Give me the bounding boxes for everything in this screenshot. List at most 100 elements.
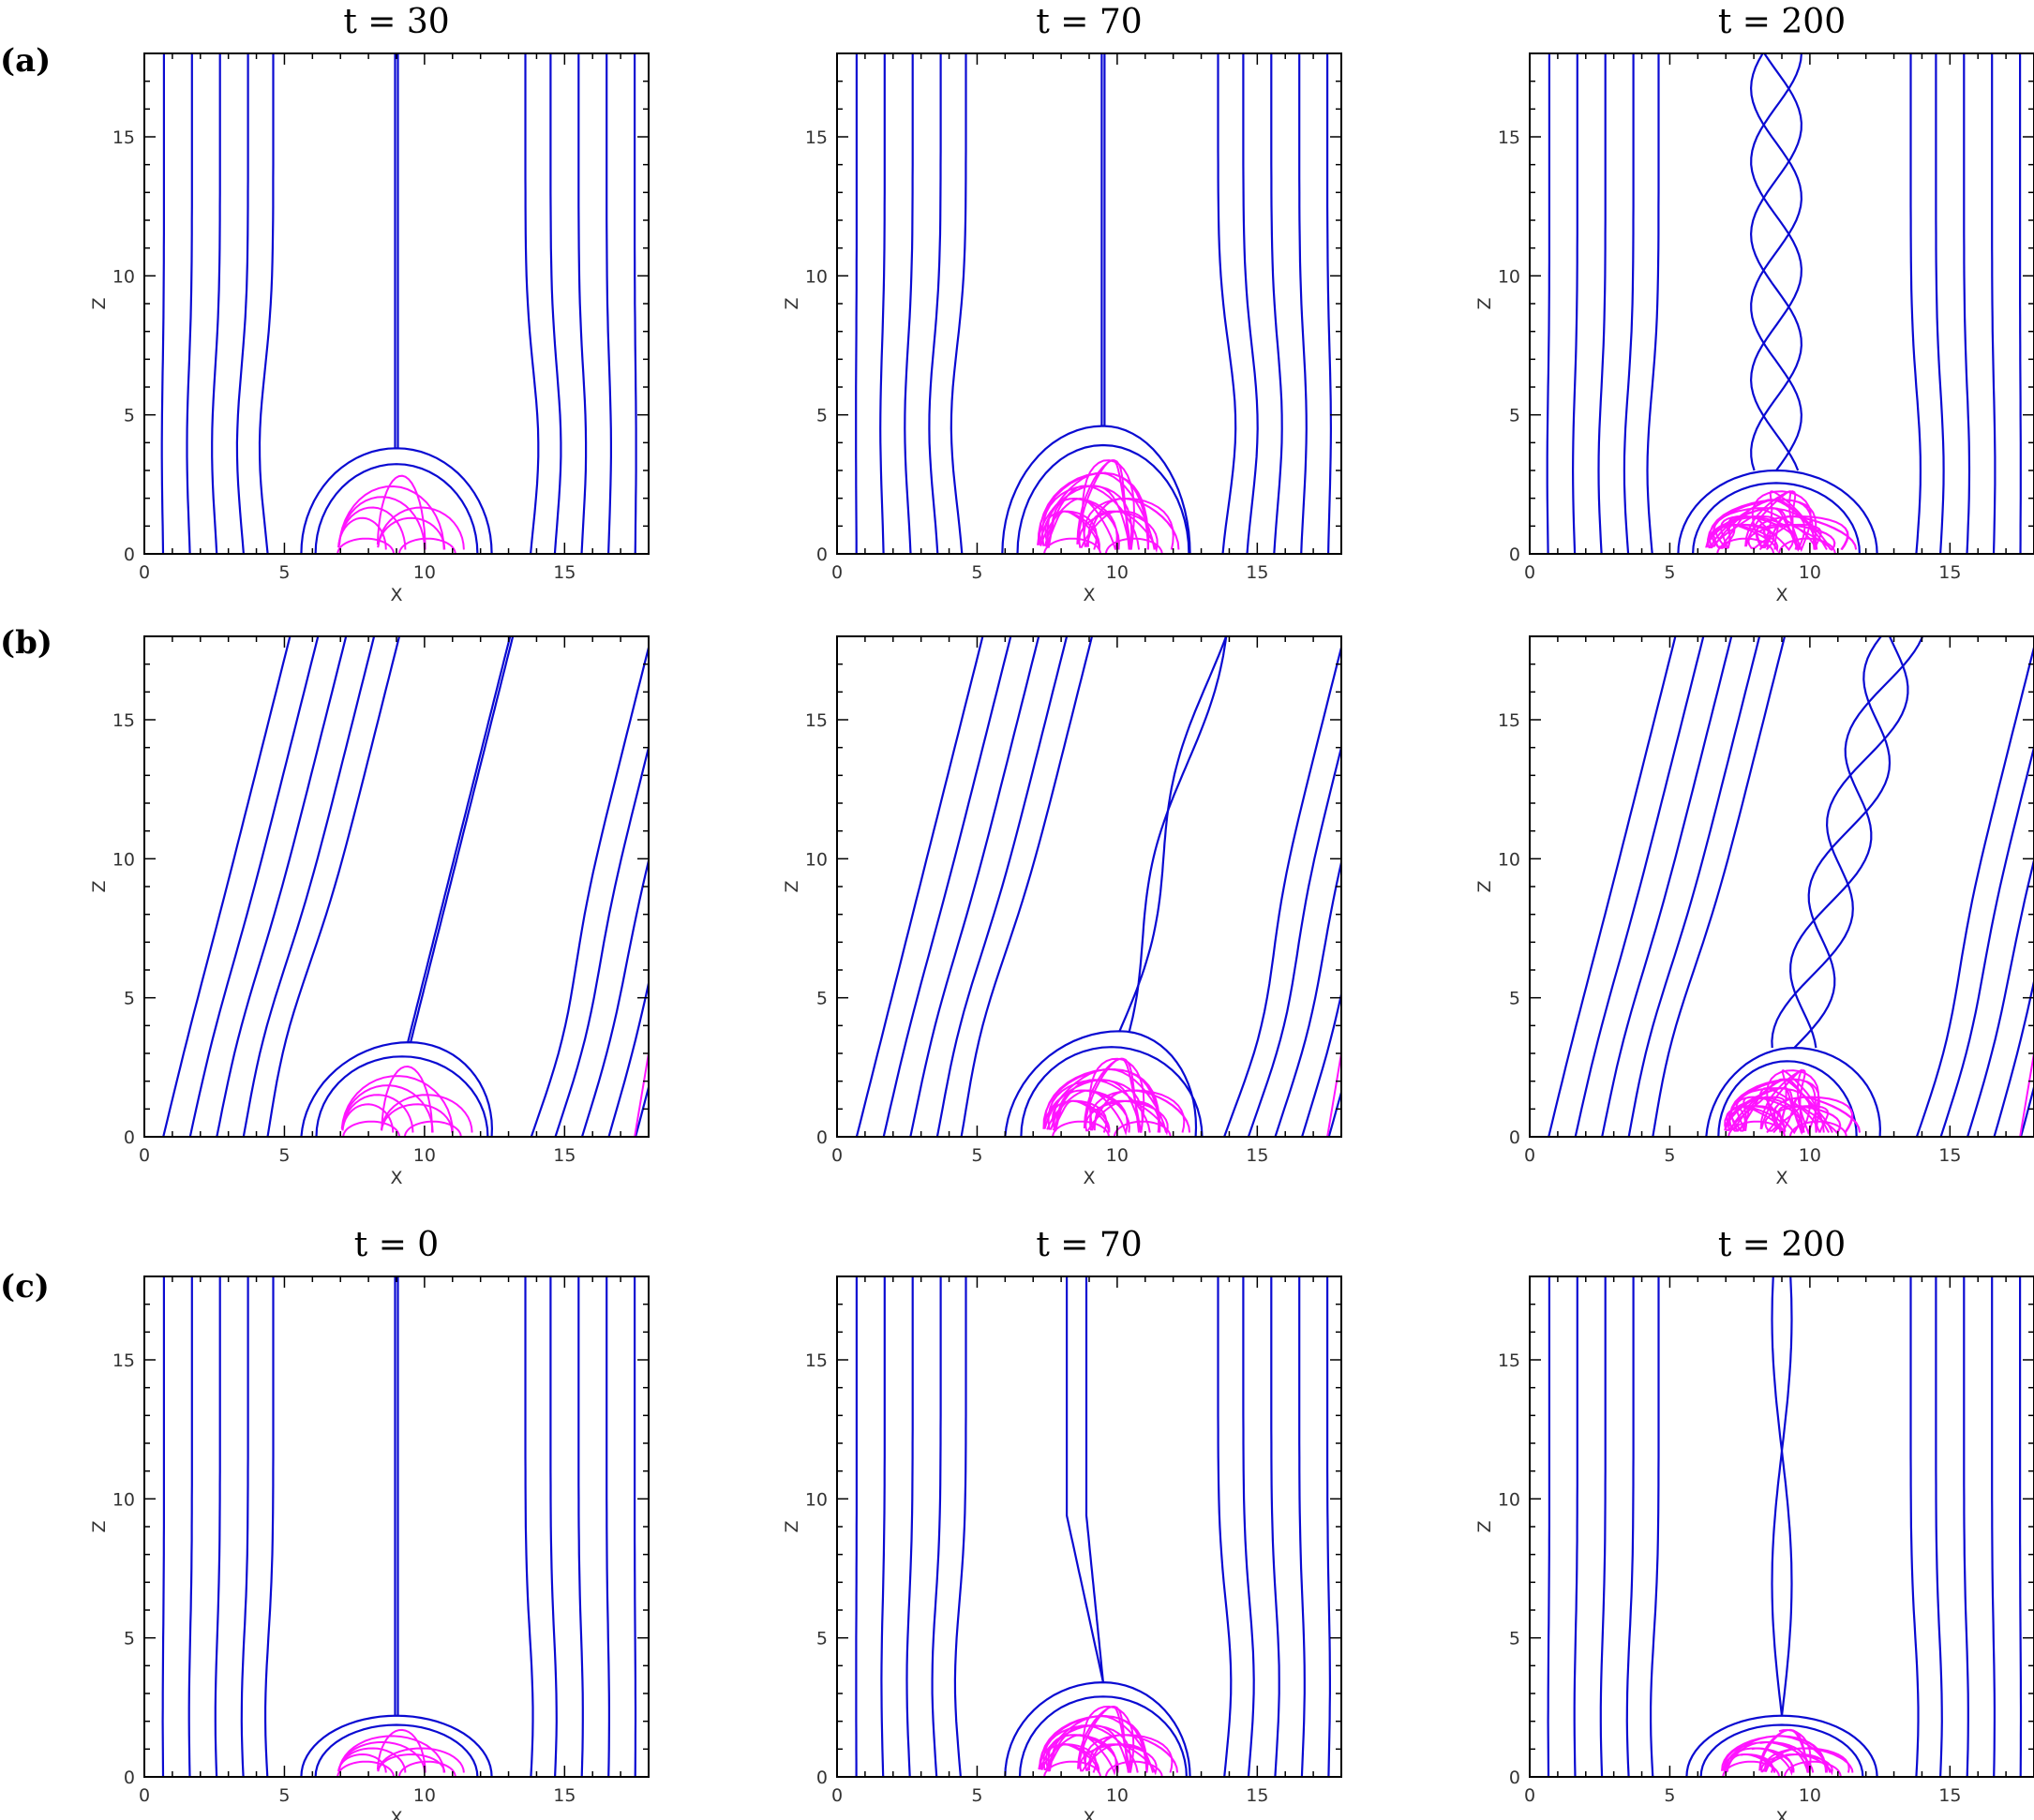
open-field-line: [1217, 53, 1237, 554]
x-axis-label: X: [1775, 1168, 1787, 1188]
field-lines: [855, 53, 1333, 554]
y-tick-label: 10: [1498, 849, 1520, 870]
open-field-line: [1601, 636, 1733, 1137]
x-axis-label: X: [1775, 1808, 1787, 1820]
open-field-line: [549, 53, 562, 554]
closed-field-line: [1723, 1740, 1815, 1773]
open-field-line: [1935, 53, 1945, 554]
closed-field-line: [1077, 1705, 1135, 1773]
y-tick-label: 10: [112, 266, 135, 287]
closed-field-line: [337, 537, 395, 554]
panel-title: t = 70: [1036, 3, 1142, 41]
x-tick-label: 5: [971, 562, 982, 583]
x-tick-label: 15: [1938, 562, 1961, 583]
panel-2: t = 70 0 5 10 15 0 5 10 15 X Z: [782, 3, 1342, 605]
field-lines: [160, 53, 637, 554]
closed-field-line: [1084, 1734, 1179, 1773]
y-tick-label: 5: [1509, 406, 1520, 426]
open-field-line: [162, 636, 292, 1137]
open-field-line: [1298, 1276, 1306, 1777]
x-tick-label: 10: [1106, 1785, 1129, 1806]
open-field-line: [1270, 1276, 1280, 1777]
y-tick-label: 5: [1509, 1629, 1520, 1649]
plot-frame: [143, 635, 650, 1138]
open-field-line: [855, 1276, 858, 1777]
spine-field-line: [1771, 1276, 1793, 1716]
closed-field-line: [338, 485, 445, 550]
open-field-line: [1327, 1088, 1341, 1137]
x-tick-label: 15: [553, 1145, 576, 1166]
closed-field-line: [1042, 1067, 1167, 1133]
open-field-line: [1298, 53, 1308, 554]
y-tick-label: 5: [1509, 989, 1520, 1009]
y-tick-label: 10: [805, 266, 828, 287]
open-field-line: [960, 636, 1094, 1137]
closed-field-line: [1772, 1096, 1862, 1134]
x-tick-label: 15: [1938, 1145, 1961, 1166]
open-field-line: [1652, 636, 1787, 1137]
closed-field-line: [377, 1747, 465, 1773]
closed-field-line: [1052, 1120, 1110, 1137]
x-tick-label: 5: [971, 1145, 982, 1166]
panel-7: t = 0 0 5 10 15 0 5 10 15 X Z: [89, 1226, 650, 1820]
open-field-line: [882, 636, 1012, 1137]
spine-field-line: [410, 636, 515, 1043]
open-field-line: [1646, 53, 1660, 554]
x-axis-label: X: [1083, 1808, 1095, 1820]
y-tick-label: 15: [1498, 127, 1520, 148]
y-tick-label: 5: [816, 406, 828, 426]
open-field-line: [235, 53, 249, 554]
x-tick-label: 10: [1106, 1145, 1129, 1166]
panel-title: t = 30: [343, 3, 449, 41]
separatrix-dome: [1001, 425, 1191, 554]
y-axis-label: Z: [782, 297, 802, 309]
open-field-line: [879, 53, 886, 554]
closed-field-line: [634, 1052, 649, 1137]
separatrix-dome: [300, 1714, 493, 1777]
open-field-line: [580, 856, 649, 1137]
open-field-line: [188, 636, 320, 1137]
closed-field-line: [1076, 459, 1136, 550]
closed-field-line: [1043, 537, 1101, 554]
open-field-line: [1242, 53, 1259, 554]
closed-field-line: [1326, 1052, 1341, 1137]
open-field-line: [1247, 743, 1341, 1137]
open-field-line: [258, 53, 275, 554]
open-field-line: [160, 53, 165, 554]
field-lines: [855, 636, 1341, 1137]
row-label-a: (a): [0, 42, 51, 80]
closed-field-line: [1104, 1760, 1163, 1777]
open-field-line: [931, 1276, 942, 1777]
open-field-line: [1571, 53, 1578, 554]
spine-field-line: [1118, 636, 1228, 1032]
closed-field-line: [404, 1120, 462, 1137]
inner-field-line: [314, 463, 479, 554]
y-tick-label: 0: [124, 545, 135, 565]
open-field-line: [1623, 53, 1635, 554]
spine-field-line: [1749, 53, 1803, 471]
open-field-line: [1242, 1276, 1255, 1777]
open-field-line: [1301, 989, 1341, 1137]
y-tick-label: 0: [816, 1768, 828, 1788]
y-tick-label: 15: [805, 127, 828, 148]
x-axis-label: X: [390, 1808, 402, 1820]
closed-field-line: [1113, 1120, 1172, 1137]
open-field-line: [242, 636, 376, 1137]
open-field-line: [606, 1276, 610, 1777]
panel-5: 0 5 10 15 0 5 10 15 X Z: [782, 635, 1342, 1188]
closed-field-line: [1079, 1743, 1158, 1776]
panel-8: t = 70 0 5 10 15 0 5 10 15 X Z: [782, 1226, 1342, 1820]
x-axis-label: X: [1775, 585, 1787, 605]
x-tick-label: 5: [278, 1145, 290, 1166]
closed-field-line: [1039, 497, 1120, 550]
open-field-line: [1326, 53, 1333, 554]
panel-6: 0 5 10 15 0 5 10 15 X Z: [1474, 635, 2034, 1188]
open-field-line: [524, 1276, 534, 1777]
closed-field-line: [1052, 1099, 1111, 1133]
closed-field-line: [398, 537, 456, 554]
spine-field-line: [407, 636, 512, 1043]
closed-field-line: [1727, 1120, 1786, 1137]
inner-field-line: [1018, 1695, 1188, 1777]
open-field-line: [953, 1276, 967, 1777]
closed-field-line: [1759, 1068, 1825, 1136]
